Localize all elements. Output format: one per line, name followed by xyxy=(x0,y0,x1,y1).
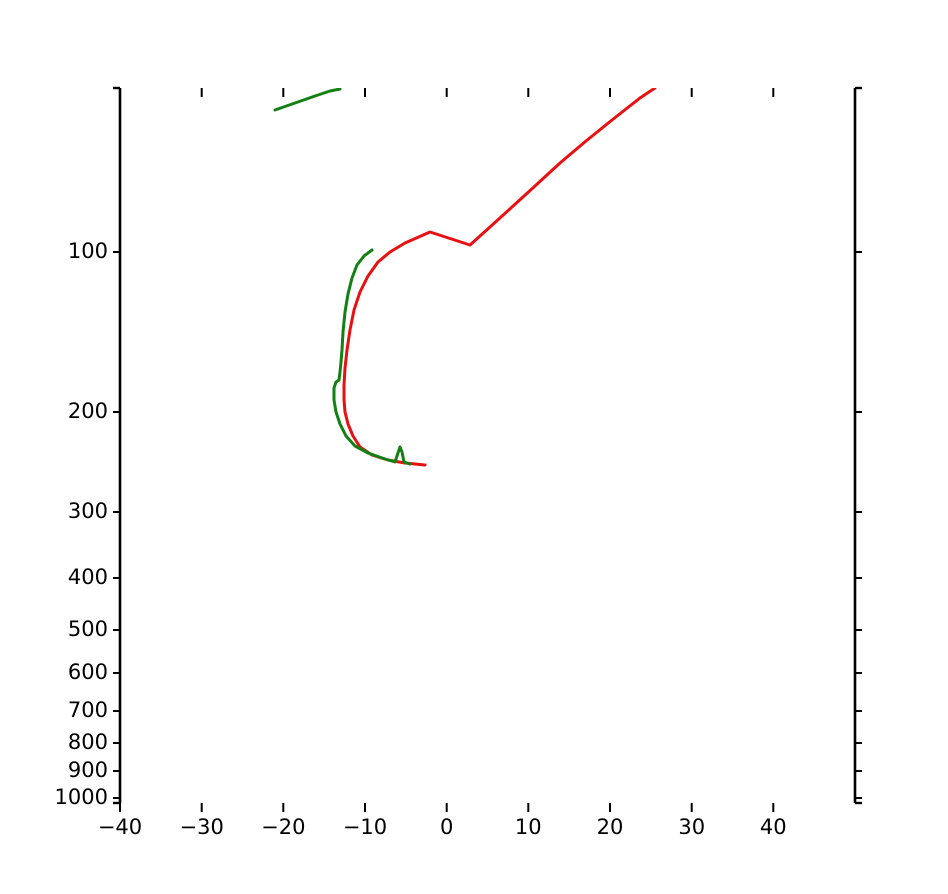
x-tick-label: −20 xyxy=(261,815,305,839)
y-tick-label: 600 xyxy=(68,660,108,684)
y-tick-label: 200 xyxy=(68,399,108,423)
x-tick-label: 0 xyxy=(440,815,453,839)
y-tick-label: 700 xyxy=(68,698,108,722)
x-tick-label: 30 xyxy=(678,815,705,839)
x-tick-label: 10 xyxy=(515,815,542,839)
y-axis: 100 200 300 400 500 600 700 800 900 1000 xyxy=(55,86,862,809)
x-tick-label: 40 xyxy=(760,815,787,839)
series-dewpoint-upper-segment xyxy=(273,88,342,112)
x-tick-label: −30 xyxy=(180,815,224,839)
data-layer xyxy=(273,88,657,467)
y-tick-label: 800 xyxy=(68,730,108,754)
series-temperature xyxy=(342,88,657,467)
y-tick-label: 500 xyxy=(68,617,108,641)
x-tick-label: −10 xyxy=(343,815,387,839)
x-axis: −40 −30 −20 −10 0 10 20 30 40 xyxy=(98,88,787,839)
y-tick-label: 900 xyxy=(68,758,108,782)
y-tick-label: 400 xyxy=(68,565,108,589)
y-tick-label: 300 xyxy=(68,499,108,523)
x-tick-label: 20 xyxy=(597,815,624,839)
x-tick-label: −40 xyxy=(98,815,142,839)
series-dewpoint xyxy=(332,248,412,466)
y-tick-label: 1000 xyxy=(55,785,108,809)
y-tick-label: 100 xyxy=(68,239,108,263)
